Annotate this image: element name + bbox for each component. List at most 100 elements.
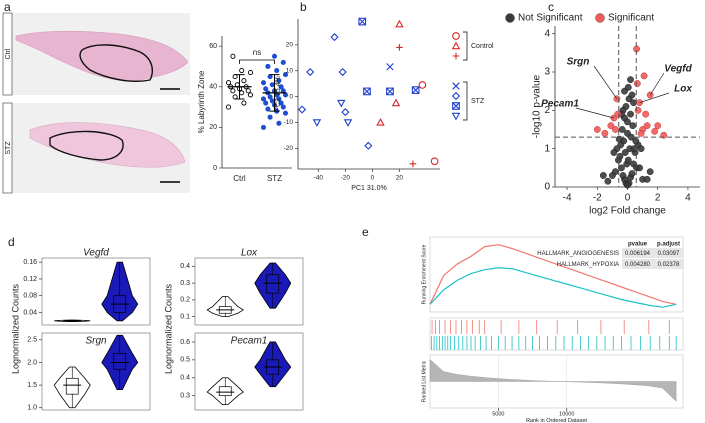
table-row: [622, 248, 684, 258]
point-shape: [337, 99, 346, 108]
data-point: [608, 172, 616, 179]
y-axis-title: Lognormalized Counts: [163, 283, 173, 374]
data-point: [247, 70, 254, 76]
table-cell: 0.004280: [625, 262, 651, 268]
histology: Ctrl STZ: [2, 12, 190, 194]
y-tick-label: 10: [286, 67, 294, 74]
point-shape: [452, 102, 460, 110]
data-point: [269, 82, 275, 88]
data-point: [230, 88, 236, 94]
data-point: [612, 126, 619, 133]
panel-label: c: [548, 0, 554, 14]
data-point: [636, 164, 643, 172]
es-line: [429, 267, 677, 308]
point: [386, 87, 394, 96]
x-tick-label: -4: [563, 193, 572, 204]
plot-frame: [41, 257, 151, 326]
data-point: [643, 122, 651, 130]
data-point: [643, 175, 651, 183]
data-point: [627, 110, 634, 118]
data-point: [225, 104, 232, 110]
point: [452, 82, 460, 90]
y-tick-label: 0.3: [180, 393, 190, 400]
data-point: [274, 67, 280, 74]
label-box: [2, 102, 13, 194]
data-point: [269, 98, 275, 104]
panel-title: Vegfd: [83, 248, 109, 259]
data-point: [271, 53, 278, 59]
violin: [254, 341, 292, 388]
legend-label: Control: [471, 43, 494, 50]
data-point: [280, 104, 286, 110]
labyrinth-outline: [49, 130, 124, 161]
y-tick-label: 0.6: [180, 339, 190, 346]
significance-bracket: [239, 59, 275, 64]
legend-label: Not Significant: [518, 13, 583, 24]
y-tick-label: 1.0: [27, 405, 37, 412]
x-tick-label: -20: [341, 175, 351, 182]
data-point: [282, 110, 289, 116]
panel-title: Srgn: [85, 336, 107, 347]
point-shape: [343, 119, 353, 127]
point-shape: [341, 108, 350, 117]
point-shape: [363, 87, 371, 96]
x-tick-label: 5000: [492, 411, 504, 417]
table-cell: 0.03097: [658, 251, 680, 257]
data-point: [241, 78, 247, 84]
data-point: [621, 87, 628, 95]
point: [337, 99, 346, 108]
x-tick-label: 20: [396, 175, 404, 182]
panel-title: Lox: [241, 248, 258, 259]
legend-bracket: [463, 31, 468, 61]
y-tick-label: 3: [544, 67, 550, 78]
point: [376, 118, 385, 126]
point-shape: [364, 141, 373, 150]
point-shape: [411, 86, 420, 94]
data-point: [610, 149, 618, 156]
legend-label: STZ: [471, 98, 485, 105]
point-shape: [358, 17, 366, 26]
labyrinth-outline: [79, 44, 153, 82]
y-tick-label: -10: [284, 119, 294, 126]
point: [409, 160, 417, 168]
point: [418, 81, 427, 89]
data-point: [225, 80, 232, 86]
point-shape: [395, 19, 404, 28]
point-shape: [452, 82, 460, 90]
point-shape: [386, 63, 394, 71]
point: [297, 105, 307, 114]
x-tick-label: Ctrl: [233, 174, 246, 183]
y-tick-label: 2: [544, 105, 550, 116]
x-axis-title: Rank in Ordered Dataset: [526, 418, 587, 423]
x-tick-label: 0: [625, 193, 631, 204]
point-shape: [330, 33, 339, 42]
y-tick-label: 0.3: [180, 280, 190, 287]
data-point: [263, 86, 269, 92]
point: [358, 17, 367, 26]
violin: [206, 377, 244, 406]
panel-title: Pecam1: [231, 336, 268, 347]
x-tick-label: STZ: [267, 174, 282, 183]
point-shape: [452, 102, 460, 110]
table-header: pvalue: [628, 242, 648, 248]
x-axis-title: log2 Fold change: [589, 206, 666, 217]
data-point: [267, 74, 273, 80]
y-tick-label: 0.12: [23, 276, 37, 283]
point-shape: [312, 119, 322, 127]
label-box: [2, 12, 13, 96]
data-point: [627, 76, 634, 84]
data-point: [618, 164, 625, 172]
point-shape: [451, 91, 461, 101]
x-tick-label: 4: [685, 193, 691, 204]
gene-annotation: Srgn: [567, 57, 590, 68]
point: [341, 108, 350, 117]
significance-label: ns: [253, 48, 261, 57]
x-axis-title: PC1 31.0%: [351, 185, 386, 192]
point: [411, 86, 420, 94]
point-shape: [452, 32, 460, 40]
plot-frame: [194, 257, 304, 326]
x-tick-label: 0: [371, 175, 375, 182]
data-point: [245, 88, 251, 94]
data-point: [621, 149, 629, 156]
point: [451, 91, 461, 101]
